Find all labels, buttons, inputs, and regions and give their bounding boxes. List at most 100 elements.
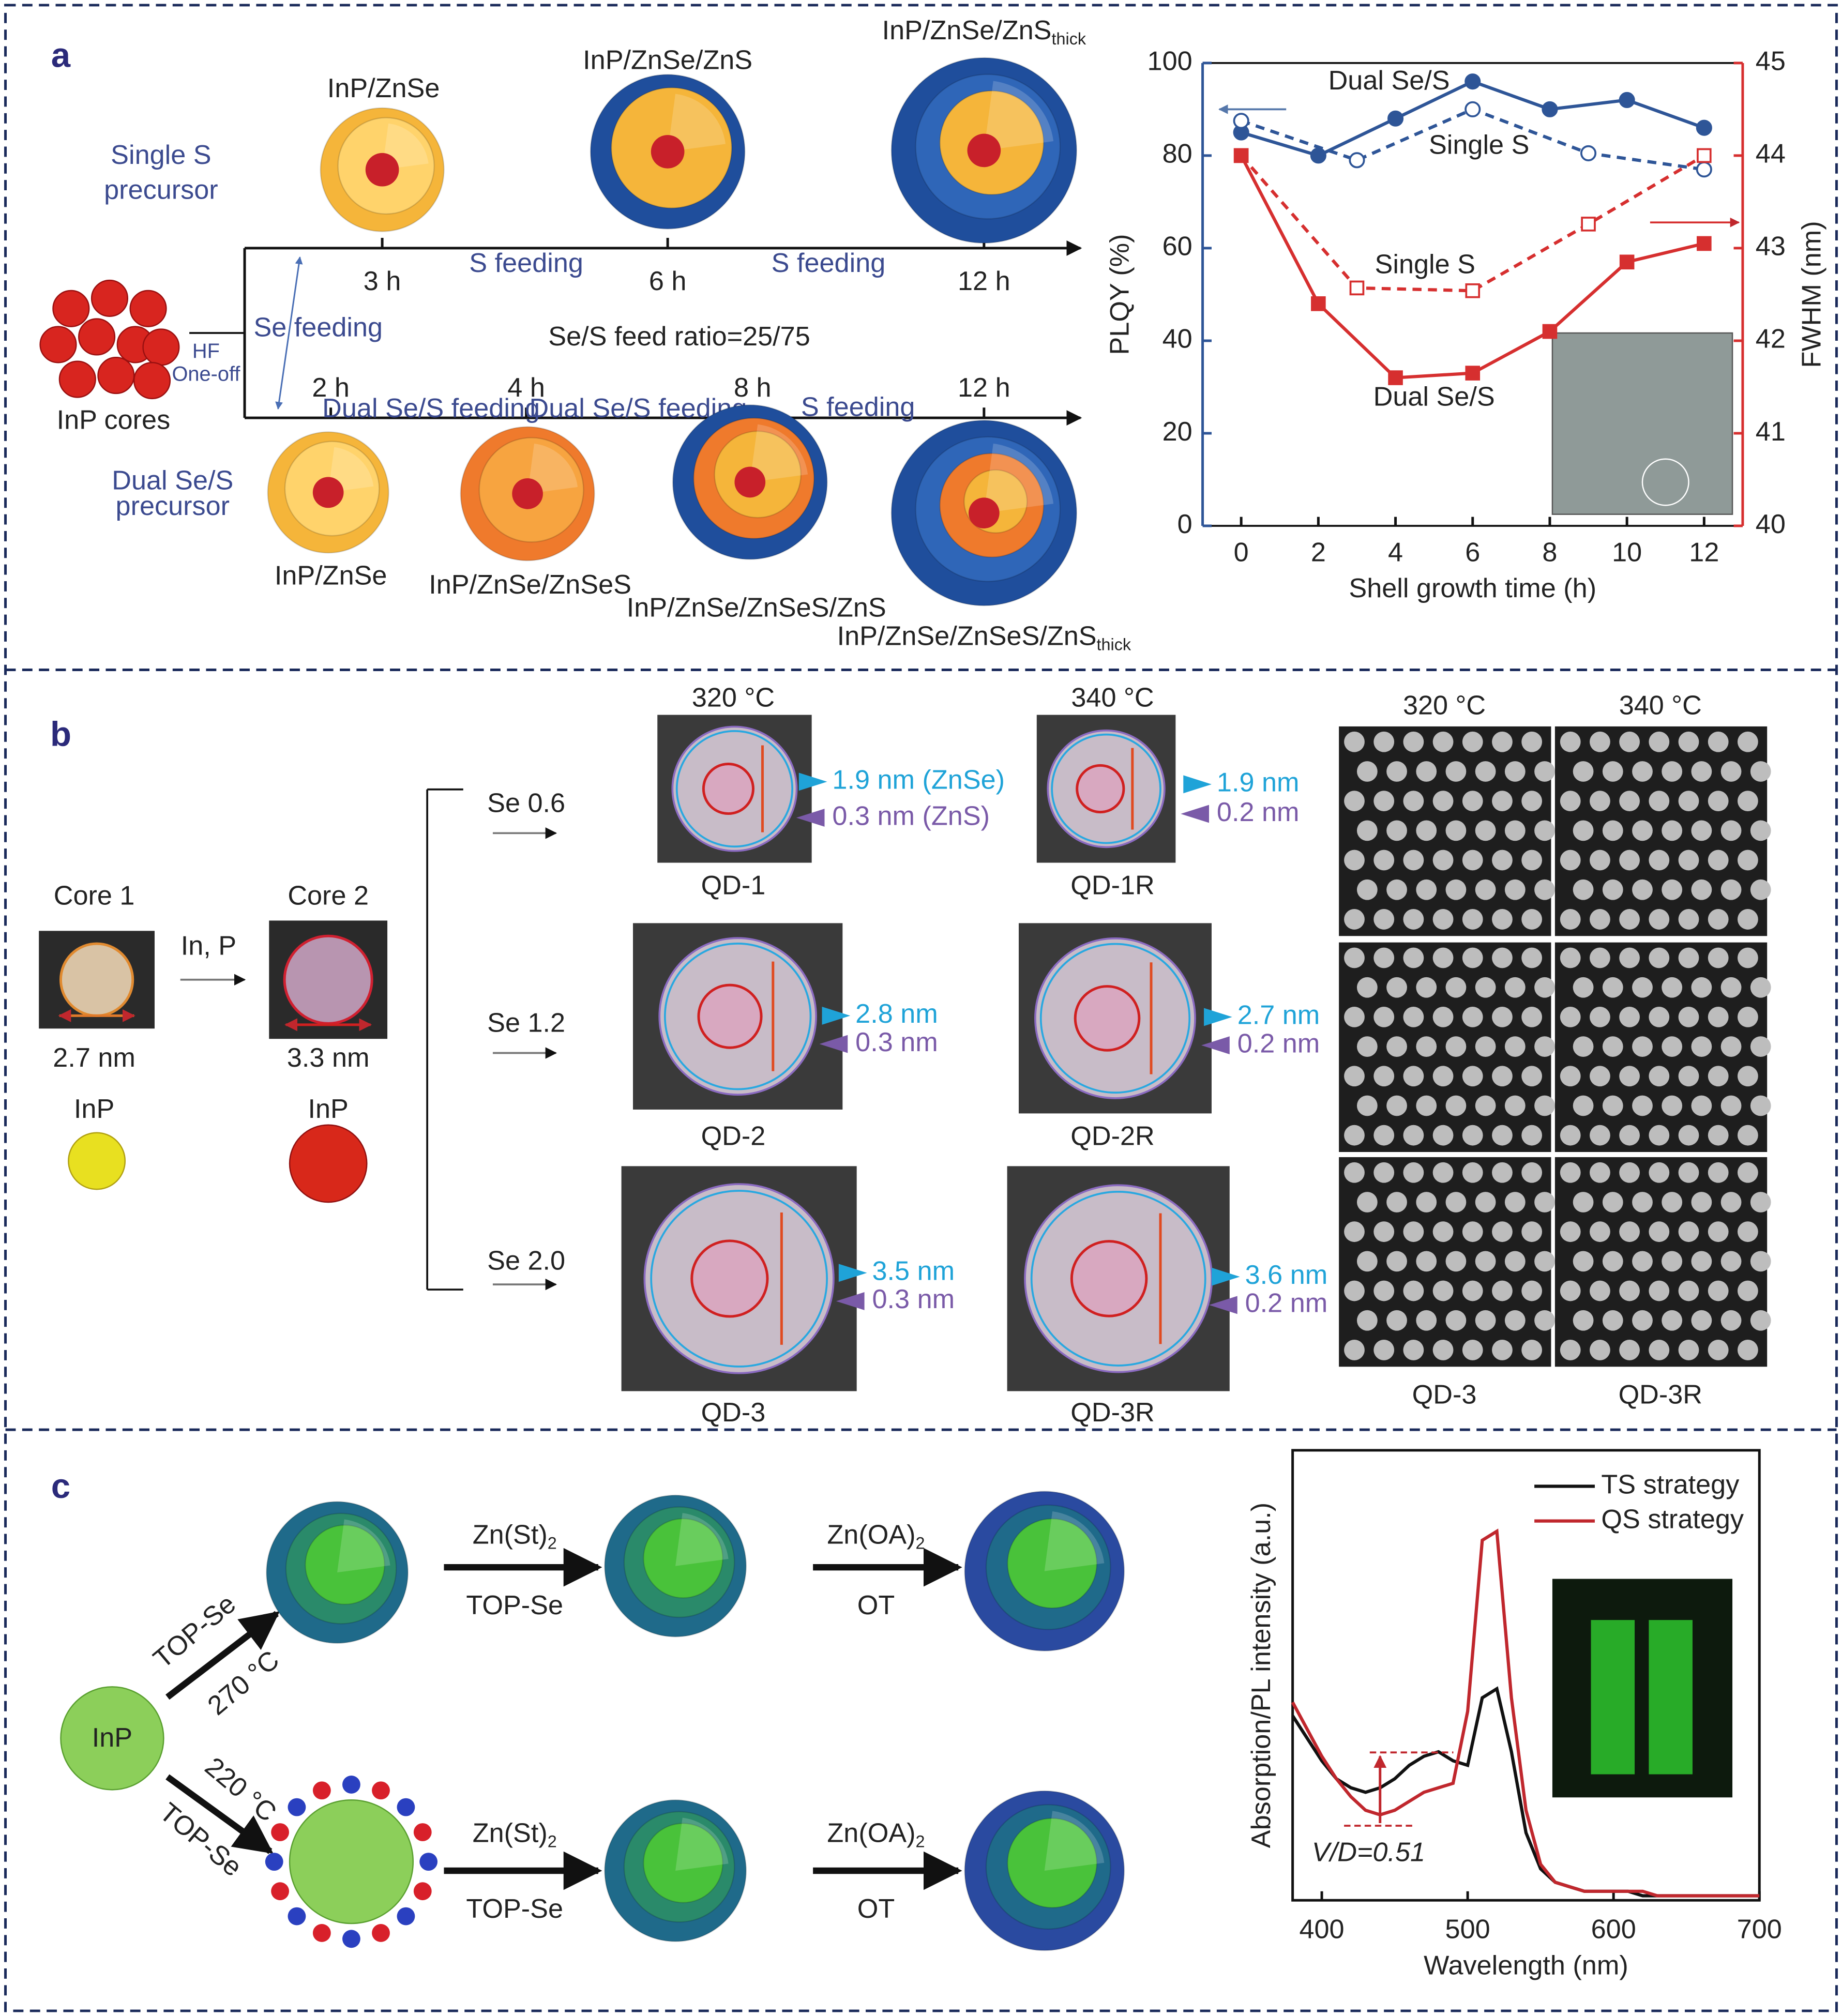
- sem-particle: [1678, 947, 1699, 968]
- sem-particle: [1356, 1310, 1378, 1331]
- ligand-label: OT: [857, 1590, 895, 1620]
- label: S feeding: [469, 248, 583, 278]
- sem-particle: [1403, 1125, 1424, 1146]
- sem-particle: [1750, 1251, 1771, 1272]
- label: 220 °C: [199, 1752, 282, 1828]
- sem-particle: [1632, 1251, 1653, 1272]
- y2-axis-label: FWHM (nm): [1797, 221, 1827, 368]
- qd-shell: [650, 1190, 828, 1368]
- sem-particle: [1504, 977, 1526, 998]
- y-tick-label: 40: [1162, 324, 1192, 354]
- sem-particle: [1590, 850, 1610, 871]
- sem-particle: [1403, 1221, 1424, 1242]
- sem-particle: [1750, 1192, 1771, 1212]
- sem-particle: [1344, 1340, 1365, 1360]
- sem-particle: [1649, 1280, 1670, 1301]
- particle-label-sub: thick: [1052, 29, 1086, 48]
- purple-arrow: [1181, 805, 1209, 823]
- x-tick-label: 4: [1388, 538, 1403, 568]
- sem-particle: [1720, 1192, 1742, 1212]
- sem-particle: [1416, 1310, 1437, 1331]
- sem-particle: [1492, 791, 1513, 812]
- sem-particle: [1737, 947, 1758, 968]
- particle-label: InP/ZnSe/ZnSeS/ZnSthick: [837, 621, 1131, 654]
- particle-label: InP/ZnSe/ZnSeS/ZnS: [627, 593, 886, 623]
- reagent-label: Zn(OA)2: [827, 1818, 925, 1851]
- sem-particle: [1662, 1095, 1683, 1116]
- sem-particle: [1445, 761, 1467, 782]
- marker: [1310, 147, 1326, 164]
- label: 340 °C: [1619, 690, 1702, 720]
- sem-particle: [1708, 1280, 1729, 1301]
- label: Single S: [111, 140, 211, 170]
- label: InP: [92, 1723, 132, 1753]
- ligand: [419, 1853, 438, 1871]
- reagent-label-sub: 2: [916, 1832, 925, 1851]
- sem-particle: [1386, 820, 1407, 841]
- sem-particle: [1432, 850, 1454, 871]
- sem-particle: [1386, 1310, 1407, 1331]
- sem-particle: [1560, 1007, 1581, 1027]
- sem-particle: [1662, 1310, 1683, 1331]
- sphere-core: [734, 466, 766, 498]
- sem-particle: [1386, 977, 1407, 998]
- label: 0.2 nm: [1237, 1028, 1320, 1058]
- ligand: [413, 1882, 432, 1901]
- label: InP cores: [57, 405, 171, 435]
- qd-core: [702, 763, 754, 815]
- sem-particle: [1602, 1251, 1623, 1272]
- sem-particle: [1373, 1221, 1395, 1242]
- sem-particle: [1504, 1251, 1526, 1272]
- sem-particle: [1590, 1340, 1610, 1360]
- sem-particle: [1521, 1162, 1543, 1183]
- inp-ball: [289, 1124, 368, 1203]
- sem-particle: [1560, 909, 1581, 930]
- inp-core: [78, 318, 116, 356]
- sem-particle: [1403, 791, 1424, 812]
- sem-particle: [1492, 1221, 1513, 1242]
- purple-arrow: [819, 1035, 848, 1053]
- sem-particle: [1602, 977, 1623, 998]
- label: 0.3 nm: [855, 1027, 938, 1057]
- cyan-arrow: [822, 1007, 851, 1025]
- sem-particle: [1492, 1007, 1513, 1027]
- sem-particle: [1560, 1280, 1581, 1301]
- inp-core: [52, 290, 90, 327]
- sem-particle: [1462, 1125, 1483, 1146]
- reagent-label-main: Zn(OA): [827, 1520, 915, 1550]
- sem-particle: [1373, 1340, 1395, 1360]
- reagent-label-main: Zn(St): [473, 1520, 548, 1550]
- x-tick-label: 0: [1234, 538, 1249, 568]
- sphere-core: [969, 497, 1000, 528]
- x-axis-label: Wavelength (nm): [1424, 1950, 1628, 1980]
- sem-particle: [1373, 1162, 1395, 1183]
- sem-particle: [1678, 1125, 1699, 1146]
- inp-core: [133, 361, 171, 400]
- sem-particle: [1737, 1221, 1758, 1242]
- sem-particle: [1445, 977, 1467, 998]
- photo-inset: [1552, 1579, 1733, 1798]
- sphere-cutaway: [668, 94, 726, 152]
- qd-core: [1070, 1240, 1148, 1317]
- label: QD-3R: [1070, 1398, 1154, 1428]
- sem-particle: [1386, 1192, 1407, 1212]
- inp-core: [129, 290, 167, 327]
- marker: [1697, 148, 1712, 163]
- sem-particle: [1416, 761, 1437, 782]
- sem-particle: [1560, 1066, 1581, 1087]
- sem-particle: [1432, 1340, 1454, 1360]
- sem-particle: [1708, 1162, 1729, 1183]
- sphere-cutaway: [527, 443, 578, 494]
- marker: [1464, 101, 1481, 117]
- x-tick-label: 600: [1591, 1915, 1636, 1945]
- label: InP: [74, 1094, 114, 1124]
- sem-particle: [1373, 1125, 1395, 1146]
- label: 2.7 nm: [1237, 1001, 1320, 1030]
- sem-particle: [1619, 791, 1640, 812]
- label: 1.9 nm: [1217, 768, 1300, 798]
- sem-particle: [1678, 791, 1699, 812]
- sem-particle: [1590, 947, 1610, 968]
- sphere-core: [312, 477, 344, 508]
- sem-particle: [1475, 1310, 1496, 1331]
- y-axis-label: Absorption/PL intensity (a.u.): [1246, 1503, 1276, 1848]
